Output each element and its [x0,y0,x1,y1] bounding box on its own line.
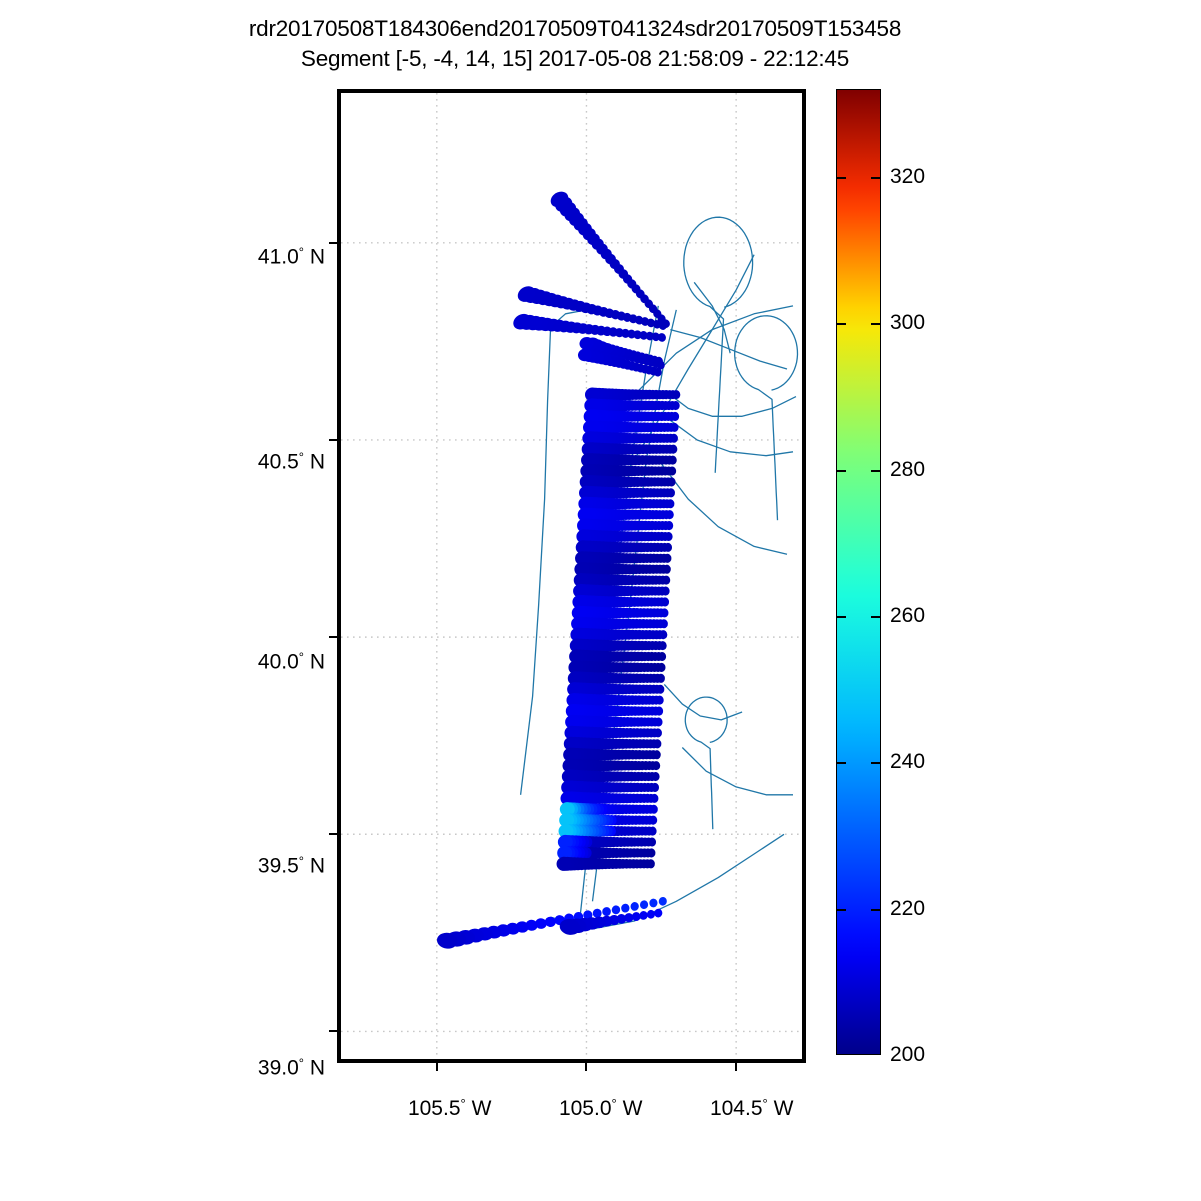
y-tick-hemisphere-1: N [309,450,325,474]
colorbar-tick-label-300: 300 [890,311,926,335]
map-plot-area [341,93,802,1059]
x-tick-label-1: 105.0° W [536,1072,643,1145]
y-tick-value-4: 39.0 [257,1056,299,1080]
colorbar-tick-right-220 [871,908,880,911]
x-tick-mark [735,1063,738,1071]
gridlines [341,93,802,1059]
y-tick-mark [329,636,337,639]
x-tick-label-2: 104.5° W [687,1072,794,1145]
x-tick-label-0: 105.5° W [385,1072,492,1145]
degree-icon: ° [298,1055,304,1071]
chart-title-line-2: Segment [-5, -4, 14, 15] 2017-05-08 21:5… [300,46,850,71]
x-tick-value-1: 105.0 [558,1097,612,1120]
degree-icon: ° [298,449,304,465]
map-arc-11 [519,329,552,795]
chart-title: rdr20170508T184306end20170509T041324sdr2… [0,14,1150,74]
colorbar-tick-300 [837,323,846,326]
degree-icon: ° [611,1096,617,1111]
y-tick-hemisphere-2: N [309,650,325,674]
y-tick-hemisphere-3: N [309,854,325,878]
x-tick-value-2: 104.5 [709,1097,763,1120]
degree-icon: ° [460,1096,466,1111]
y-tick-label-4: 39.0° N [160,1032,325,1105]
degree-icon: ° [298,649,304,665]
map-arc-0 [670,328,788,370]
colorbar-tick-label-220: 220 [890,896,926,920]
map-arc-8 [663,683,743,721]
map-axes [337,89,806,1063]
y-tick-value-0: 41.0 [257,245,299,269]
map-arc-6 [669,419,794,457]
colorbar-tick-320 [837,176,846,179]
y-tick-value-1: 40.5 [257,450,299,474]
colorbar-tick-240 [837,762,846,765]
footprint-markers [436,191,681,949]
colorbar-tick-right-260 [871,615,880,618]
x-tick-mark [585,1063,588,1071]
map-contour-1 [734,315,799,521]
colorbar-tick-label-260: 260 [890,603,926,627]
colorbar-tick-260 [837,615,846,618]
colorbar-tick-right-320 [871,176,880,179]
x-tick-mark [435,1063,438,1071]
colorbar-tick-label-240: 240 [890,750,926,774]
degree-icon: ° [298,244,304,260]
map-arc-7 [657,459,788,555]
colorbar-tick-right-280 [871,469,880,472]
chart-title-line-1: rdr20170508T184306end20170509T041324sdr2… [248,16,902,41]
y-tick-value-2: 40.0 [257,650,299,674]
colorbar-tick-label-320: 320 [890,164,926,188]
map-contour-0 [683,216,754,473]
map-arc-5 [666,392,797,417]
y-tick-mark [329,1030,337,1033]
y-tick-label-2: 40.0° N [160,626,325,699]
y-tick-label-1: 40.5° N [160,426,325,499]
colorbar-tick-right-240 [871,762,880,765]
y-tick-mark [329,833,337,836]
y-tick-label-0: 41.0° N [160,221,325,294]
x-tick-hemisphere-1: W [622,1097,643,1120]
y-tick-mark [329,241,337,244]
colorbar-tick-label-200: 200 [890,1043,926,1066]
map-arc-13 [693,281,731,354]
colorbar [836,89,881,1055]
map-arc-9 [681,747,793,796]
y-tick-value-3: 39.5 [257,854,299,878]
colorbar-tick-label-280: 280 [890,457,926,481]
x-tick-hemisphere-0: W [471,1097,492,1120]
x-tick-hemisphere-2: W [773,1097,794,1120]
y-tick-hemisphere-4: N [309,1056,325,1080]
y-tick-mark [329,438,337,441]
y-tick-hemisphere-0: N [309,245,325,269]
colorbar-tick-right-300 [871,323,880,326]
colorbar-gradient [837,90,880,1054]
colorbar-tick-280 [837,469,846,472]
degree-icon: ° [762,1096,768,1111]
degree-icon: ° [298,853,304,869]
x-tick-value-0: 105.5 [407,1097,461,1120]
colorbar-tick-220 [837,908,846,911]
map-contour-2 [684,696,728,830]
y-tick-label-3: 39.5° N [160,830,325,903]
